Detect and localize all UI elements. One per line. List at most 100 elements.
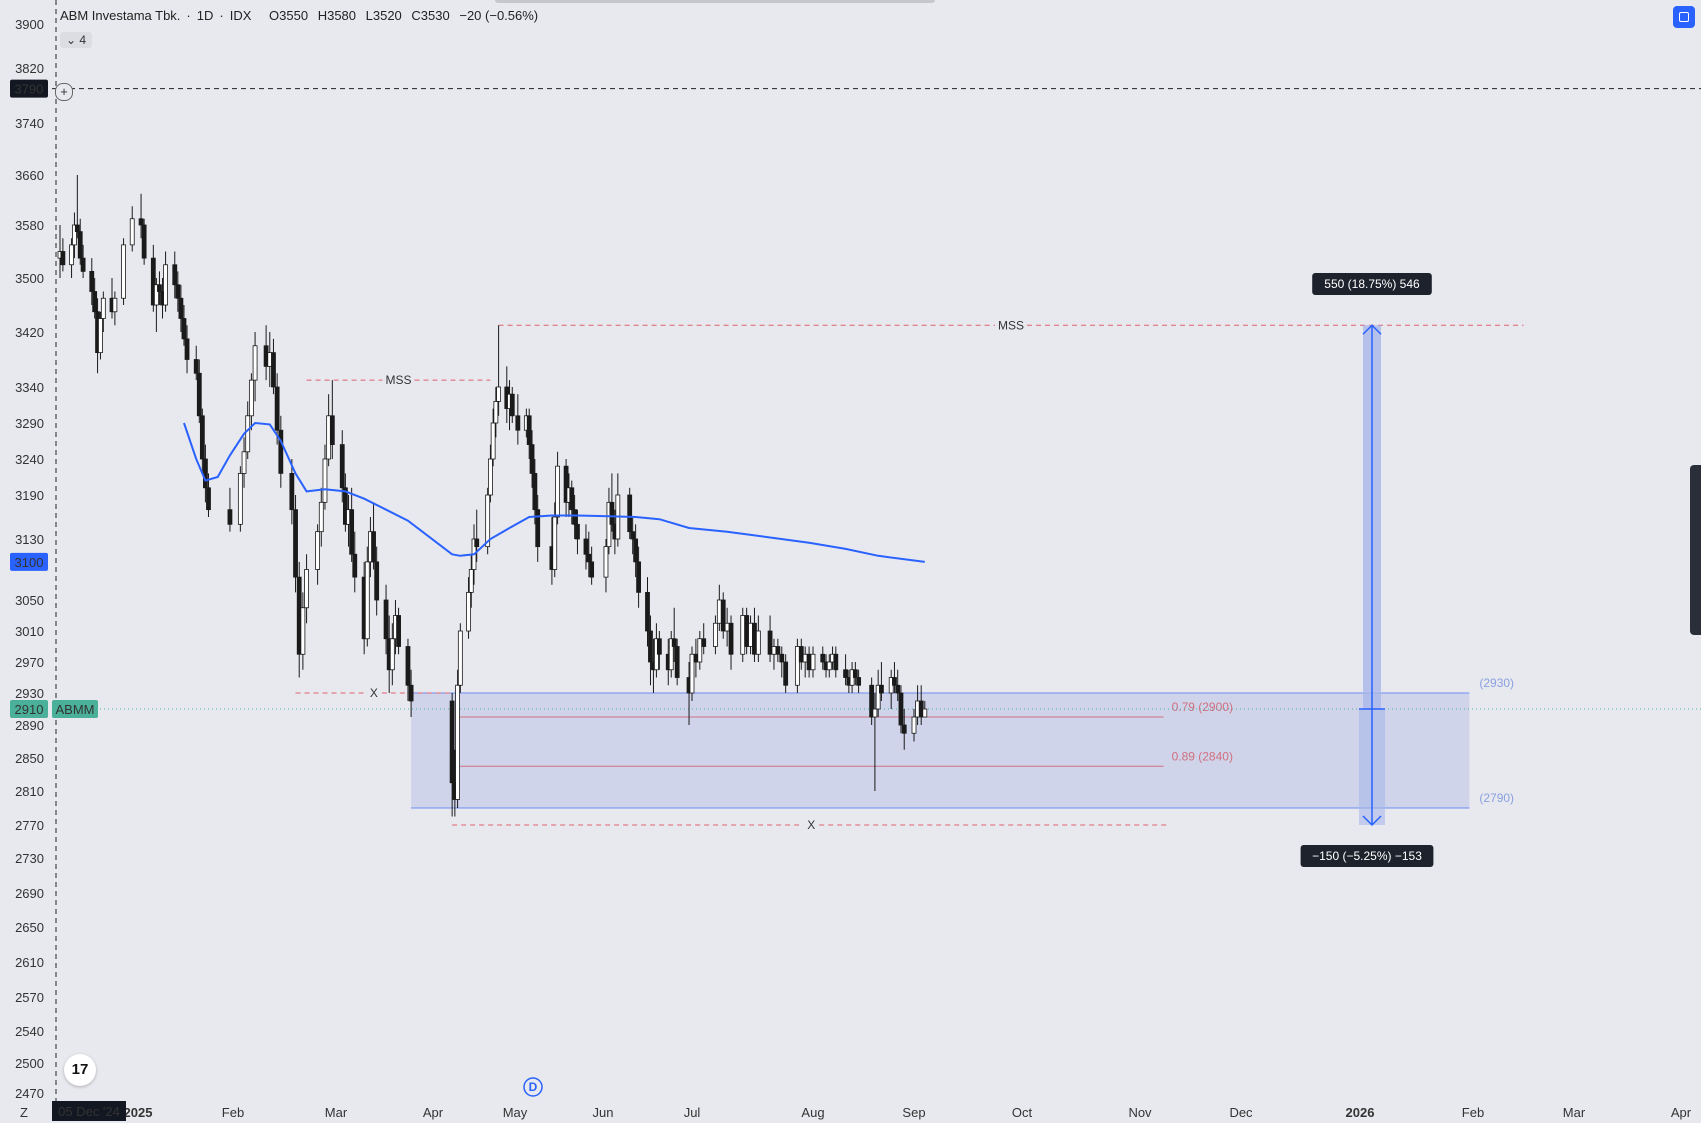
candle-up[interactable] (98, 318, 103, 354)
candle-up[interactable] (740, 615, 746, 655)
candle-down[interactable] (178, 297, 184, 319)
candle-up[interactable] (466, 591, 471, 632)
candle-down[interactable] (720, 599, 726, 632)
add-plus-icon[interactable]: + (55, 83, 73, 101)
candle-up[interactable] (490, 422, 496, 460)
candle-down[interactable] (199, 415, 205, 460)
candle-down[interactable] (349, 509, 355, 555)
candle-up[interactable] (318, 501, 324, 533)
legend-symbol[interactable]: ABM Investama Tbk. (60, 8, 181, 23)
candle-up[interactable] (69, 244, 74, 266)
candle-down[interactable] (701, 638, 707, 647)
candle-up[interactable] (875, 684, 881, 710)
candle-up[interactable] (716, 599, 722, 624)
candle-down[interactable] (645, 591, 650, 632)
candle-down[interactable] (371, 531, 376, 563)
candle-down[interactable] (172, 264, 178, 286)
candle-down[interactable] (193, 359, 199, 374)
candle-up[interactable] (552, 516, 558, 570)
candle-down[interactable] (203, 458, 208, 489)
candle-down[interactable] (656, 638, 662, 655)
candle-down[interactable] (895, 684, 901, 694)
candle-down[interactable] (856, 677, 862, 686)
candle-down[interactable] (648, 630, 653, 663)
candle-up[interactable] (304, 569, 309, 609)
candle-down[interactable] (374, 561, 380, 601)
candle-down[interactable] (77, 231, 83, 259)
candle-down[interactable] (563, 465, 569, 503)
candle-up[interactable] (163, 264, 168, 306)
candle-down[interactable] (383, 599, 389, 640)
candle-down[interactable] (589, 561, 595, 578)
candle-down[interactable] (627, 494, 633, 533)
candle-down[interactable] (184, 338, 190, 360)
candle-down[interactable] (806, 653, 812, 671)
dividend-marker[interactable] (523, 1077, 543, 1097)
candle-up[interactable] (493, 400, 499, 424)
candle-up[interactable] (248, 379, 254, 417)
candle-up[interactable] (668, 638, 674, 671)
candle-up[interactable] (100, 297, 106, 319)
candle-up[interactable] (911, 716, 917, 734)
candle-down[interactable] (693, 653, 699, 663)
candle-up[interactable] (496, 386, 502, 402)
candle-down[interactable] (879, 684, 884, 694)
candle-up[interactable] (603, 546, 609, 578)
candle-down[interactable] (60, 251, 66, 266)
candle-up[interactable] (455, 684, 461, 800)
candle-down[interactable] (89, 270, 95, 292)
candle-down[interactable] (74, 224, 80, 233)
candle-up[interactable] (237, 472, 243, 525)
candle-up[interactable] (810, 653, 816, 671)
candle-down[interactable] (833, 653, 839, 671)
candle-down[interactable] (633, 538, 639, 563)
candle-down[interactable] (278, 429, 284, 474)
candle-down[interactable] (586, 553, 592, 563)
candle-up[interactable] (389, 638, 395, 671)
candle-up[interactable] (315, 531, 321, 570)
candle-up[interactable] (129, 218, 135, 246)
candle-down[interactable] (515, 415, 521, 431)
candle-down[interactable] (150, 257, 156, 306)
candle-up[interactable] (771, 646, 777, 655)
candle-up[interactable] (322, 458, 328, 503)
candle-down[interactable] (196, 372, 202, 417)
candle-up[interactable] (724, 622, 730, 632)
candle-up[interactable] (555, 465, 560, 518)
candle-up[interactable] (300, 607, 306, 655)
candle-down[interactable] (157, 284, 162, 292)
candle-down[interactable] (274, 386, 280, 431)
candle-down[interactable] (206, 487, 211, 511)
candle-down[interactable] (852, 669, 858, 678)
candle-down[interactable] (609, 501, 615, 525)
candle-up[interactable] (794, 646, 800, 686)
candle-up[interactable] (485, 494, 491, 548)
candle-down[interactable] (869, 684, 875, 718)
candle-down[interactable] (843, 669, 848, 678)
candle-down[interactable] (892, 677, 897, 686)
candle-down[interactable] (80, 257, 86, 272)
candle-down[interactable] (674, 646, 680, 678)
candle-down[interactable] (526, 415, 532, 445)
candle-down[interactable] (396, 615, 401, 647)
candle-down[interactable] (535, 509, 541, 548)
candle-down[interactable] (293, 509, 298, 578)
candle-up[interactable] (826, 661, 832, 671)
moving-average-line[interactable] (183, 421, 925, 563)
candle-up[interactable] (755, 630, 761, 655)
tradingview-logo-icon[interactable]: 17 (64, 1054, 96, 1086)
candle-down[interactable] (744, 615, 750, 647)
candle-down[interactable] (141, 224, 147, 259)
candle-down[interactable] (529, 444, 535, 474)
candle-down[interactable] (898, 692, 904, 726)
candle-up[interactable] (713, 622, 718, 647)
candle-down[interactable] (901, 724, 907, 734)
candle-down[interactable] (728, 622, 734, 655)
candle-up[interactable] (364, 561, 370, 640)
candle-down[interactable] (408, 684, 414, 702)
candle-down[interactable] (509, 393, 515, 417)
candle-up[interactable] (72, 224, 77, 246)
candle-down[interactable] (820, 653, 826, 663)
symbol-legend[interactable]: ABM Investama Tbk. · 1D · IDX O3550 H3580 L3… (60, 8, 539, 23)
side-panel-handle[interactable] (1690, 465, 1701, 635)
